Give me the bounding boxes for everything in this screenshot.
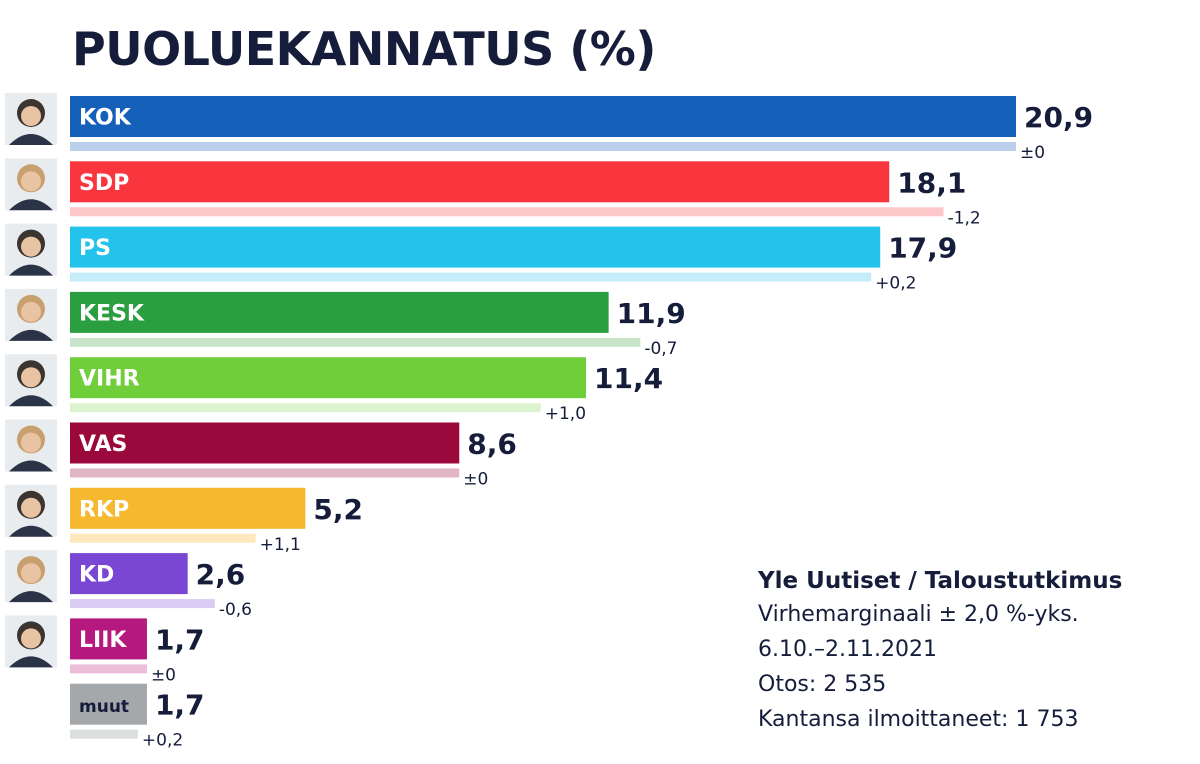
- bar-label-liik: LIIK: [79, 628, 127, 653]
- previous-bar-vihr: [70, 403, 541, 413]
- previous-bar-muut: [70, 729, 138, 739]
- person-portrait-icon: [5, 419, 57, 472]
- previous-bar-kok: [70, 142, 1016, 151]
- bar-label-kd: KD: [79, 563, 114, 588]
- bar-label-sdp: SDP: [79, 171, 129, 196]
- bar-kok: [70, 96, 1016, 137]
- person-portrait-icon: [5, 158, 57, 211]
- bar-label-kesk: KESK: [79, 301, 145, 326]
- change-label-kd: -0,6: [219, 600, 252, 620]
- person-portrait-icon: [5, 354, 57, 407]
- change-label-muut: +0,2: [142, 731, 183, 751]
- person-portrait-icon: [5, 484, 57, 537]
- bar-kd: [70, 553, 188, 595]
- bar-label-kok: KOK: [79, 106, 132, 131]
- previous-bar-liik: [70, 664, 147, 674]
- previous-bar-kesk: [70, 337, 641, 347]
- bar-label-vihr: VIHR: [79, 367, 140, 392]
- change-label-rkp: +1,1: [260, 535, 301, 555]
- survey-period: 6.10.–2.11.2021: [758, 637, 937, 662]
- bar-label-rkp: RKP: [79, 497, 129, 522]
- change-label-liik: ±0: [151, 665, 176, 685]
- person-portrait-icon: [5, 223, 57, 276]
- person-portrait-icon: [5, 288, 57, 341]
- bar-label-vas: VAS: [79, 432, 127, 457]
- bar-liik: [70, 618, 147, 660]
- value-label-rkp: 5,2: [313, 493, 363, 526]
- person-portrait-icon: [5, 550, 57, 603]
- previous-bar-sdp: [70, 207, 944, 217]
- value-label-kok: 20,9: [1024, 101, 1093, 134]
- previous-bar-kd: [70, 599, 215, 609]
- value-label-vihr: 11,4: [594, 362, 663, 395]
- value-label-ps: 17,9: [888, 232, 957, 265]
- bar-muut: [70, 683, 147, 725]
- value-label-vas: 8,6: [467, 428, 517, 461]
- value-label-kesk: 11,9: [617, 297, 686, 330]
- value-label-muut: 1,7: [155, 689, 205, 722]
- source-info: Yle Uutiset / Taloustutkimus Virhemargin…: [758, 565, 1122, 737]
- bar-vas: [70, 422, 460, 464]
- previous-bar-rkp: [70, 533, 256, 543]
- bar-sdp: [70, 161, 890, 203]
- margin-of-error: Virhemarginaali ± 2,0 %-yks.: [758, 602, 1079, 627]
- bar-label-ps: PS: [79, 236, 111, 261]
- change-label-kesk: -0,7: [644, 339, 677, 359]
- value-label-kd: 2,6: [196, 558, 246, 591]
- bar-ps: [70, 226, 881, 268]
- bar-rkp: [70, 487, 306, 529]
- change-label-sdp: -1,2: [948, 208, 981, 228]
- bar-kesk: [70, 291, 609, 333]
- previous-bar-vas: [70, 468, 460, 478]
- source-label: Yle Uutiset / Taloustutkimus: [758, 568, 1123, 594]
- previous-bar-ps: [70, 272, 872, 282]
- change-label-kok: ±0: [1020, 143, 1045, 163]
- change-label-vihr: +1,0: [545, 404, 586, 424]
- change-label-ps: +0,2: [875, 274, 916, 294]
- respondents-count: Kantansa ilmoittaneet: 1 753: [758, 707, 1079, 732]
- person-portrait-icon: [5, 93, 57, 145]
- person-portrait-icon: [5, 615, 57, 668]
- change-label-vas: ±0: [463, 470, 488, 490]
- value-label-liik: 1,7: [155, 623, 205, 656]
- bar-vihr: [70, 357, 586, 399]
- value-label-sdp: 18,1: [897, 166, 966, 199]
- sample-size: Otos: 2 535: [758, 672, 887, 697]
- chart-title: PUOLUEKANNATUS (%): [72, 22, 656, 76]
- bar-label-muut: muut: [79, 697, 129, 717]
